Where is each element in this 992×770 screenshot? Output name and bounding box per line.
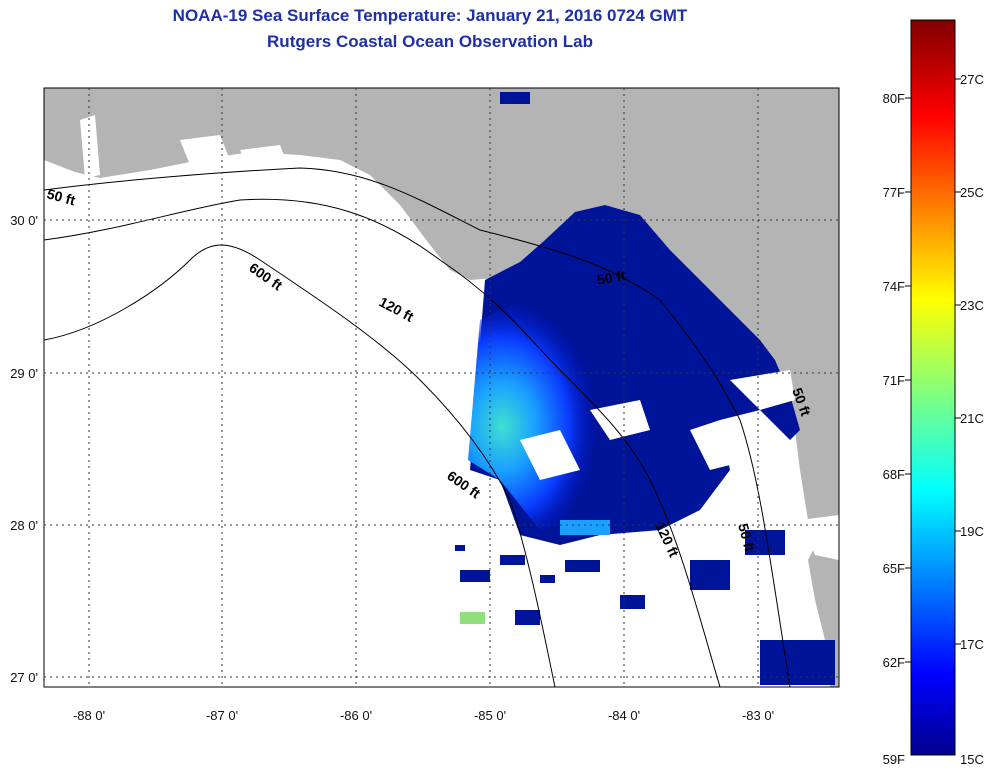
- y-axis-ticks: 30 0' 29 0' 28 0' 27 0': [10, 213, 38, 685]
- colorbar-label-c: 17C: [960, 637, 984, 652]
- x-tick: -88 0': [73, 708, 105, 723]
- sst-warm-region: [468, 300, 640, 530]
- map-border: [43, 87, 840, 688]
- land-mass: [44, 88, 839, 560]
- colorbar-label-c: 19C: [960, 524, 984, 539]
- sst-scattered-pixels: [455, 92, 835, 685]
- x-tick: -86 0': [340, 708, 372, 723]
- colorbar-label-c: 23C: [960, 298, 984, 313]
- isobath-label: 50 ft: [735, 522, 758, 554]
- x-tick: -87 0': [206, 708, 238, 723]
- y-tick: 29 0': [10, 366, 38, 381]
- x-tick: -83 0': [742, 708, 774, 723]
- graticule: [44, 88, 839, 687]
- y-tick: 27 0': [10, 670, 38, 685]
- colorbar-label-c: 25C: [960, 185, 984, 200]
- colorbar-label-f: 68F: [883, 467, 905, 482]
- isobath-label: 50 ft: [596, 267, 627, 288]
- colorbar-label-c: 15C: [960, 752, 984, 767]
- colorbar-label-f: 62F: [883, 655, 905, 670]
- colorbar-label-c: 21C: [960, 411, 984, 426]
- colorbar-label-f: 65F: [883, 561, 905, 576]
- colorbar-label-f: 74F: [883, 279, 905, 294]
- x-tick: -85 0': [474, 708, 506, 723]
- isobath-lines: [44, 167, 791, 687]
- colorbar-fahrenheit-labels: 80F 77F 74F 71F 68F 65F 62F 59F: [883, 91, 905, 767]
- y-tick: 28 0': [10, 518, 38, 533]
- y-tick: 30 0': [10, 213, 38, 228]
- x-tick: -84 0': [608, 708, 640, 723]
- colorbar: [910, 19, 956, 756]
- colorbar-label-c: 27C: [960, 72, 984, 87]
- colorbar-celsius-labels: 27C 25C 23C 21C 19C 17C 15C: [960, 72, 984, 767]
- x-axis-ticks: -88 0' -87 0' -86 0' -85 0' -84 0' -83 0…: [73, 708, 774, 723]
- isobath-label: 50 ft: [45, 185, 77, 208]
- map-title: NOAA-19 Sea Surface Temperature: January…: [172, 6, 688, 25]
- colorbar-label-f: 77F: [883, 185, 905, 200]
- colorbar-label-f: 80F: [883, 91, 905, 106]
- colorbar-label-f: 71F: [883, 373, 905, 388]
- colorbar-label-f: 59F: [883, 752, 905, 767]
- map-subtitle: Rutgers Coastal Ocean Observation Lab: [267, 32, 593, 51]
- colorbar-ticks: [905, 78, 961, 663]
